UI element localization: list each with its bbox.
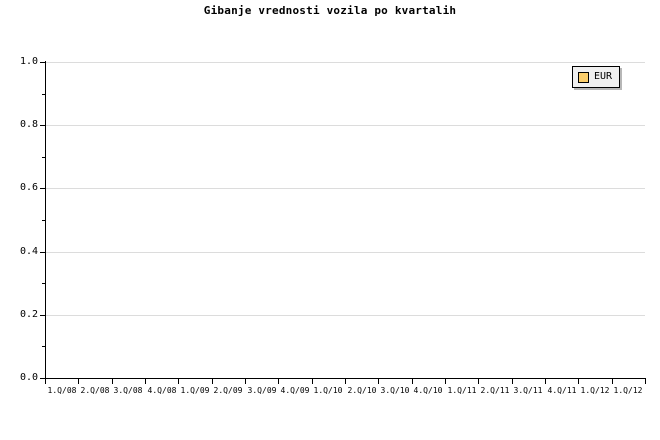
x-axis-tick <box>378 379 379 384</box>
x-axis-tick <box>445 379 446 384</box>
legend-swatch-icon <box>578 71 589 83</box>
x-axis-tick <box>78 379 79 384</box>
gridline <box>45 252 645 253</box>
x-axis-tick-label: 1.Q/10 <box>313 386 343 395</box>
x-axis-tick <box>112 379 113 384</box>
gridline <box>45 62 645 63</box>
chart-legend[interactable]: EUR <box>572 66 621 88</box>
legend-item-label: EUR <box>594 71 613 82</box>
x-axis-tick-label: 1.Q/12 <box>580 386 610 395</box>
gridline <box>45 125 645 126</box>
y-axis-line <box>45 61 46 379</box>
x-axis-tick-label: 1.Q/08 <box>47 386 77 395</box>
x-axis-tick-label: 4.Q/10 <box>413 386 443 395</box>
y-axis-tick-major <box>40 378 45 379</box>
x-axis-tick <box>578 379 579 384</box>
x-axis-tick-label: 2.Q/09 <box>213 386 243 395</box>
x-axis-tick <box>45 379 46 384</box>
x-axis-tick <box>478 379 479 384</box>
x-axis-tick-label: 4.Q/09 <box>280 386 310 395</box>
y-axis-tick-label: 0.0 <box>19 372 38 383</box>
x-axis-tick-label: 4.Q/08 <box>147 386 177 395</box>
gridline <box>45 188 645 189</box>
y-axis-tick-label: 0.8 <box>19 119 38 130</box>
y-axis-tick-minor <box>42 157 45 158</box>
x-axis-tick-label: 2.Q/11 <box>480 386 510 395</box>
chart-title: Gibanje vrednosti vozila po kvartalih <box>203 4 457 17</box>
x-axis-tick <box>312 379 313 384</box>
x-axis-tick-label: 1.Q/09 <box>180 386 210 395</box>
y-axis-tick-label: 0.4 <box>19 246 38 257</box>
x-axis-tick <box>178 379 179 384</box>
y-axis-tick-major <box>40 315 45 316</box>
x-axis-tick-label: 3.Q/11 <box>513 386 543 395</box>
y-axis-tick-minor <box>42 346 45 347</box>
x-axis-tick <box>412 379 413 384</box>
x-axis-tick <box>278 379 279 384</box>
y-axis-tick-major <box>40 188 45 189</box>
x-axis-tick <box>545 379 546 384</box>
x-axis-tick <box>645 379 646 384</box>
y-axis-tick-major <box>40 125 45 126</box>
x-axis-tick-label: 2.Q/08 <box>80 386 110 395</box>
x-axis-tick-label: 1.Q/12 <box>613 386 643 395</box>
gridline <box>45 315 645 316</box>
y-axis-tick-minor <box>42 220 45 221</box>
x-axis-tick-label: 4.Q/11 <box>547 386 577 395</box>
x-axis-tick-label: 3.Q/09 <box>247 386 277 395</box>
x-axis-tick-label: 3.Q/10 <box>380 386 410 395</box>
x-axis-tick <box>612 379 613 384</box>
x-axis-tick <box>212 379 213 384</box>
x-axis-tick <box>512 379 513 384</box>
y-axis-tick-major <box>40 62 45 63</box>
x-axis-tick-label: 1.Q/11 <box>447 386 477 395</box>
y-axis-tick-label: 0.6 <box>19 182 38 193</box>
plot-area <box>45 62 645 379</box>
x-axis-tick <box>145 379 146 384</box>
x-axis-tick-label: 3.Q/08 <box>113 386 143 395</box>
x-axis-tick <box>345 379 346 384</box>
x-axis-tick <box>245 379 246 384</box>
y-axis-tick-label: 1.0 <box>19 56 38 67</box>
y-axis-tick-minor <box>42 283 45 284</box>
y-axis-tick-label: 0.2 <box>19 309 38 320</box>
y-axis-tick-minor <box>42 94 45 95</box>
x-axis-line <box>45 378 646 379</box>
y-axis-tick-major <box>40 252 45 253</box>
x-axis-tick-label: 2.Q/10 <box>347 386 377 395</box>
